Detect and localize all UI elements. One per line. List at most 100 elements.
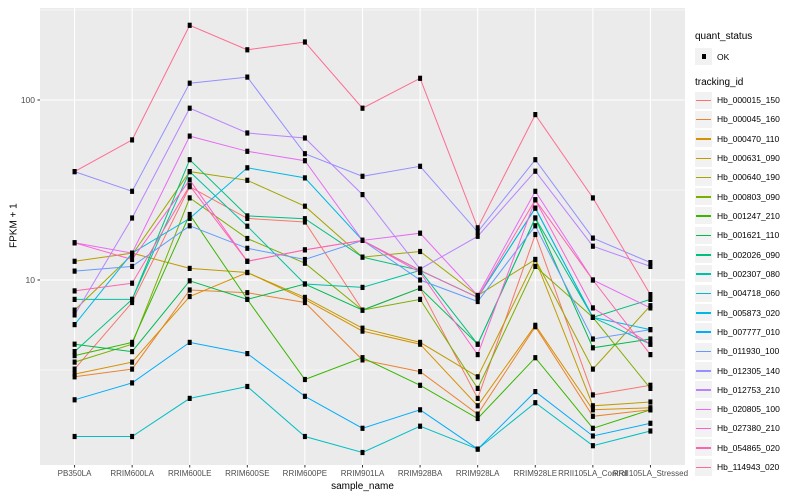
data-point-Hb_000631_090 [360,325,365,331]
data-point-Hb_020805_100 [130,250,135,256]
legend-label: Hb_004718_060 [717,288,780,299]
data-point-Hb_011930_100 [187,223,192,229]
data-point-Hb_002026_090 [475,341,480,347]
legend-key-box [695,149,712,167]
data-point-Hb_000470_110 [187,293,192,300]
data-point-Hb_012305_140 [533,157,538,163]
data-point-Hb_012753_210 [302,135,307,141]
data-point-Hb_027380_210 [130,256,135,263]
legend-key-box [695,168,712,186]
data-point-Hb_012305_140 [418,163,423,169]
series-color-line-icon [696,447,711,449]
legend-label: Hb_054865_020 [717,442,780,453]
legend-entry-Hb_000470_110: Hb_000470_110 [695,130,780,148]
legend-entry-Hb_000631_090: Hb_000631_090 [695,149,780,167]
x-tick-label: RRIM600LE [168,469,212,478]
data-point-Hb_004718_060 [533,400,538,406]
legend-entry-Hb_012753_210: Hb_012753_210 [695,381,780,399]
legend-key-box [695,207,712,225]
data-point-Hb_005873_020 [302,175,307,181]
data-point-Hb_007777_010 [187,339,192,345]
data-point-Hb_000803_090 [648,385,653,391]
data-point-Hb_000640_190 [590,366,595,372]
data-point-Hb_000470_110 [590,407,595,413]
data-point-Hb_012753_210 [72,312,77,318]
data-point-Hb_007777_010 [533,389,538,395]
legend-label: Hb_000045_160 [717,114,780,125]
y-tick-label: 10 [26,275,36,285]
legend-key-box [695,400,712,418]
data-point-Hb_054865_020 [418,267,423,273]
data-point-Hb_004718_060 [590,443,595,449]
data-point-Hb_020805_100 [648,305,653,311]
data-point-Hb_001621_110 [590,345,595,351]
x-tick-label: RRIM928BA [398,469,443,478]
data-point-Hb_012305_140 [360,173,365,179]
data-point-Hb_012305_140 [648,260,653,266]
data-point-Hb_001621_110 [130,349,135,355]
data-point-Hb_027380_210 [72,240,77,246]
data-point-Hb_012753_210 [245,130,250,136]
data-point-Hb_002307_080 [360,284,365,290]
series-color-line-icon [696,427,711,430]
data-point-Hb_011930_100 [648,327,653,333]
data-point-Hb_012305_140 [130,188,135,194]
data-point-Hb_012753_210 [590,243,595,249]
data-point-Hb_000015_150 [648,382,653,388]
data-point-Hb_000045_160 [475,411,480,417]
data-point-Hb_007777_010 [475,446,480,452]
x-tick-label: RRIM928LA [456,469,500,478]
series-color-line-icon [696,254,711,256]
data-point-Hb_000631_090 [475,374,480,380]
legend-title-quant-status: quant_status [695,31,753,42]
data-point-Hb_114943_020 [533,112,538,118]
data-point-Hb_001247_210 [533,355,538,361]
legend-entry-Hb_027380_210: Hb_027380_210 [695,419,780,437]
data-point-Hb_005873_020 [187,215,192,221]
legend-label: Hb_020805_100 [717,404,780,415]
legend-key-box [695,265,712,283]
data-point-Hb_000631_090 [418,339,423,345]
data-point-Hb_000640_190 [418,248,423,255]
data-point-Hb_114943_020 [590,195,595,201]
legend-label: Hb_114943_020 [717,462,780,473]
data-point-Hb_000045_160 [590,413,595,419]
data-point-Hb_000015_150 [130,299,135,306]
data-point-Hb_007777_010 [590,433,595,439]
legend-label: Hb_000640_190 [717,172,780,183]
series-color-line-icon [696,466,711,469]
series-color-line-icon [696,389,711,391]
data-point-Hb_001621_110 [245,296,250,302]
data-point-Hb_011930_100 [245,245,250,251]
legend-key-box [695,188,712,206]
legend-label: Hb_011930_100 [717,346,780,357]
x-tick-label: RRIM600PE [283,469,327,478]
legend-title-tracking-id: tracking_id [695,77,744,88]
series-color-line-icon [696,176,711,179]
legend-label: Hb_012753_210 [717,384,780,395]
x-tick-label: RRIM600SE [225,469,269,478]
data-point-Hb_001621_110 [648,336,653,342]
data-point-Hb_007777_010 [418,407,423,413]
data-point-Hb_007777_010 [245,351,250,357]
series-color-line-icon [696,273,711,275]
legend-key-box [695,48,712,65]
data-point-Hb_004718_060 [648,428,653,434]
legend-key-box [695,130,712,148]
series-color-line-icon [696,292,711,295]
data-point-Hb_114943_020 [187,22,192,28]
legend-key-box [695,458,712,476]
legend-entry-Hb_114943_020: Hb_114943_020 [695,458,780,476]
data-point-Hb_011930_100 [130,263,135,269]
data-point-Hb_004718_060 [418,423,423,429]
data-point-Hb_000015_150 [533,231,538,238]
legend-label: Hb_000470_110 [717,133,780,144]
series-color-line-icon [696,215,711,217]
legend-key-box [695,419,712,437]
data-point-Hb_000803_090 [245,235,250,242]
data-point-Hb_054865_020 [245,258,250,264]
data-point-Hb_012753_210 [187,105,192,111]
data-point-Hb_054865_020 [533,197,538,203]
data-point-Hb_114943_020 [418,75,423,81]
data-point-Hb_012753_210 [360,192,365,198]
